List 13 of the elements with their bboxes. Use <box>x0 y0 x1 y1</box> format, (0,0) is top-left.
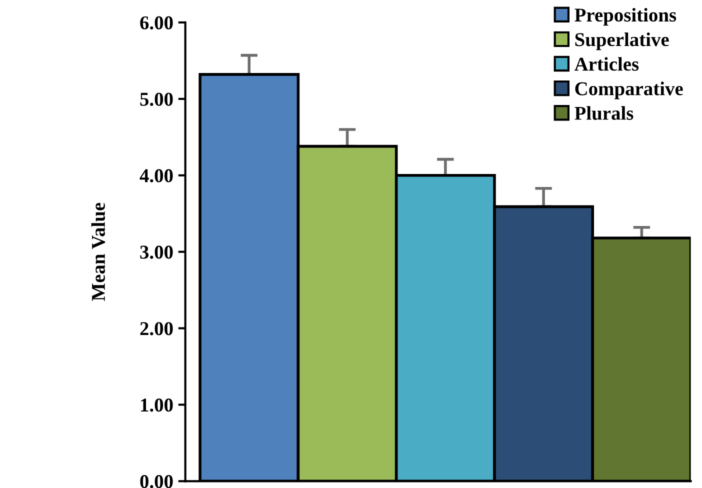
y-tick-label: 2.00 <box>140 322 173 336</box>
y-tick-label: 1.00 <box>141 398 173 412</box>
y-tick-label: 5.00 <box>140 92 173 106</box>
y-tick-label: 4.00 <box>140 169 173 182</box>
y-tick-label: 0.00 <box>140 474 173 488</box>
legend-label: Prepositions <box>574 8 676 26</box>
y-axis-title: Mean Value <box>91 202 106 301</box>
y-tick-label: 6.00 <box>140 16 173 30</box>
legend-label: Plurals <box>574 106 634 120</box>
legend-label: Superlative <box>575 32 669 50</box>
legend-label: Comparative <box>575 82 683 100</box>
legend-label: Articles <box>574 57 639 71</box>
y-tick-label: 3.00 <box>140 246 173 259</box>
